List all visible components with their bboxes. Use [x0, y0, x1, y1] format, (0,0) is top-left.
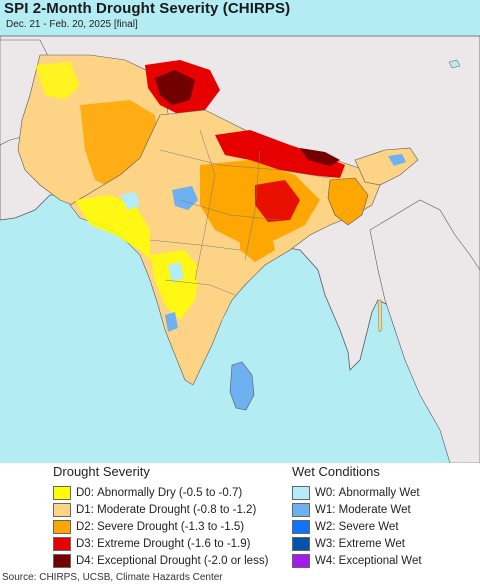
drought-legend: Drought Severity D0: Abnormally Dry (-0.… — [53, 463, 283, 570]
gujarat-abnormally-wet-patch — [120, 192, 140, 210]
map-subtitle: Dec. 21 - Feb. 20, 2025 [final] — [6, 19, 138, 30]
legend-item-w0: W0: Abnormally Wet — [292, 484, 472, 501]
legend: Drought Severity D0: Abnormally Dry (-0.… — [0, 463, 480, 569]
gangetic-extreme-band — [215, 130, 345, 178]
swatch-w2 — [292, 519, 310, 534]
northeast-wet-patch — [388, 154, 406, 166]
afghanistan-dry-patch — [35, 62, 80, 100]
map-svg — [0, 0, 480, 463]
west-coast-wet-patch — [165, 312, 178, 332]
legend-label-d1: Moderate Drought (-0.8 to -1.2) — [97, 503, 257, 516]
south-india-moderate-patch — [195, 262, 235, 340]
legend-label-w3: Extreme Wet — [338, 538, 405, 551]
legend-item-d1: D1: Moderate Drought (-0.8 to -1.2) — [53, 501, 283, 518]
legend-label-w2: Severe Wet — [338, 520, 399, 533]
legend-label-d2: Severe Drought (-1.3 to -1.5) — [97, 520, 245, 533]
swatch-d1 — [53, 502, 71, 517]
legend-code-d3: D3: — [76, 538, 94, 551]
legend-label-d0: Abnormally Dry (-0.5 to -0.7) — [97, 486, 243, 499]
nepal-exceptional-patch — [300, 148, 340, 166]
legend-item-w2: W2: Severe Wet — [292, 518, 472, 535]
legend-code-d0: D0: — [76, 486, 94, 499]
swatch-w3 — [292, 537, 310, 552]
east-india-extreme-patch — [255, 180, 300, 222]
swatch-w1 — [292, 502, 310, 517]
swatch-w0 — [292, 485, 310, 500]
swatch-d4 — [53, 554, 71, 569]
wet-legend-heading: Wet Conditions — [292, 464, 380, 479]
drought-map: SPI 2-Month Drought Severity (CHIRPS) De… — [0, 0, 480, 463]
swatch-d2 — [53, 519, 71, 534]
andaman-islands — [377, 299, 383, 333]
legend-label-w0: Abnormally Wet — [338, 486, 420, 499]
southeast-asia-land — [369, 199, 480, 463]
legend-label-w1: Moderate Wet — [338, 503, 411, 516]
legend-item-w4: W4: Exceptional Wet — [292, 553, 472, 570]
swatch-d3 — [53, 537, 71, 552]
tibet-lake-icon — [448, 59, 461, 69]
source-credit: Source: CHIRPS, UCSB, Climate Hazards Ce… — [2, 572, 223, 583]
legend-item-w1: W1: Moderate Wet — [292, 501, 472, 518]
legend-code-w1: W1: — [315, 503, 336, 516]
legend-code-w2: W2: — [315, 520, 336, 533]
legend-item-d0: D0: Abnormally Dry (-0.5 to -0.7) — [53, 484, 283, 501]
gujarat-wet-patch — [172, 186, 198, 210]
west-india-dry-patch — [75, 195, 150, 260]
legend-code-w0: W0: — [315, 486, 336, 499]
drought-legend-heading: Drought Severity — [53, 464, 150, 479]
map-title: SPI 2-Month Drought Severity (CHIRPS) — [4, 0, 291, 17]
legend-item-d3: D3: Extreme Drought (-1.6 to -1.9) — [53, 536, 283, 553]
state-borders — [149, 129, 331, 296]
legend-label-d3: Extreme Drought (-1.6 to -1.9) — [97, 538, 251, 551]
legend-item-d4: D4: Exceptional Drought (-2.0 or less) — [53, 553, 283, 570]
east-coast-severe-patch — [240, 228, 275, 262]
kashmir-exceptional-patch — [155, 70, 195, 105]
bangladesh-region — [327, 177, 369, 226]
deccan-wet-patch — [168, 262, 184, 282]
swatch-w4 — [292, 554, 310, 569]
legend-item-w3: W3: Extreme Wet — [292, 536, 472, 553]
legend-item-d2: D2: Severe Drought (-1.3 to -1.5) — [53, 518, 283, 535]
sri-lanka — [229, 361, 255, 411]
legend-code-w4: W4: — [315, 555, 336, 568]
swatch-d0 — [53, 485, 71, 500]
legend-code-d4: D4: — [76, 555, 94, 568]
legend-code-d1: D1: — [76, 503, 94, 516]
legend-code-d2: D2: — [76, 520, 94, 533]
legend-label-w4: Exceptional Wet — [338, 555, 422, 568]
legend-code-w3: W3: — [315, 538, 336, 551]
legend-label-d4: Exceptional Drought (-2.0 or less) — [97, 555, 269, 568]
south-india-dry-patch — [150, 250, 200, 320]
wet-legend: Wet Conditions W0: Abnormally Wet W1: Mo… — [292, 463, 472, 570]
